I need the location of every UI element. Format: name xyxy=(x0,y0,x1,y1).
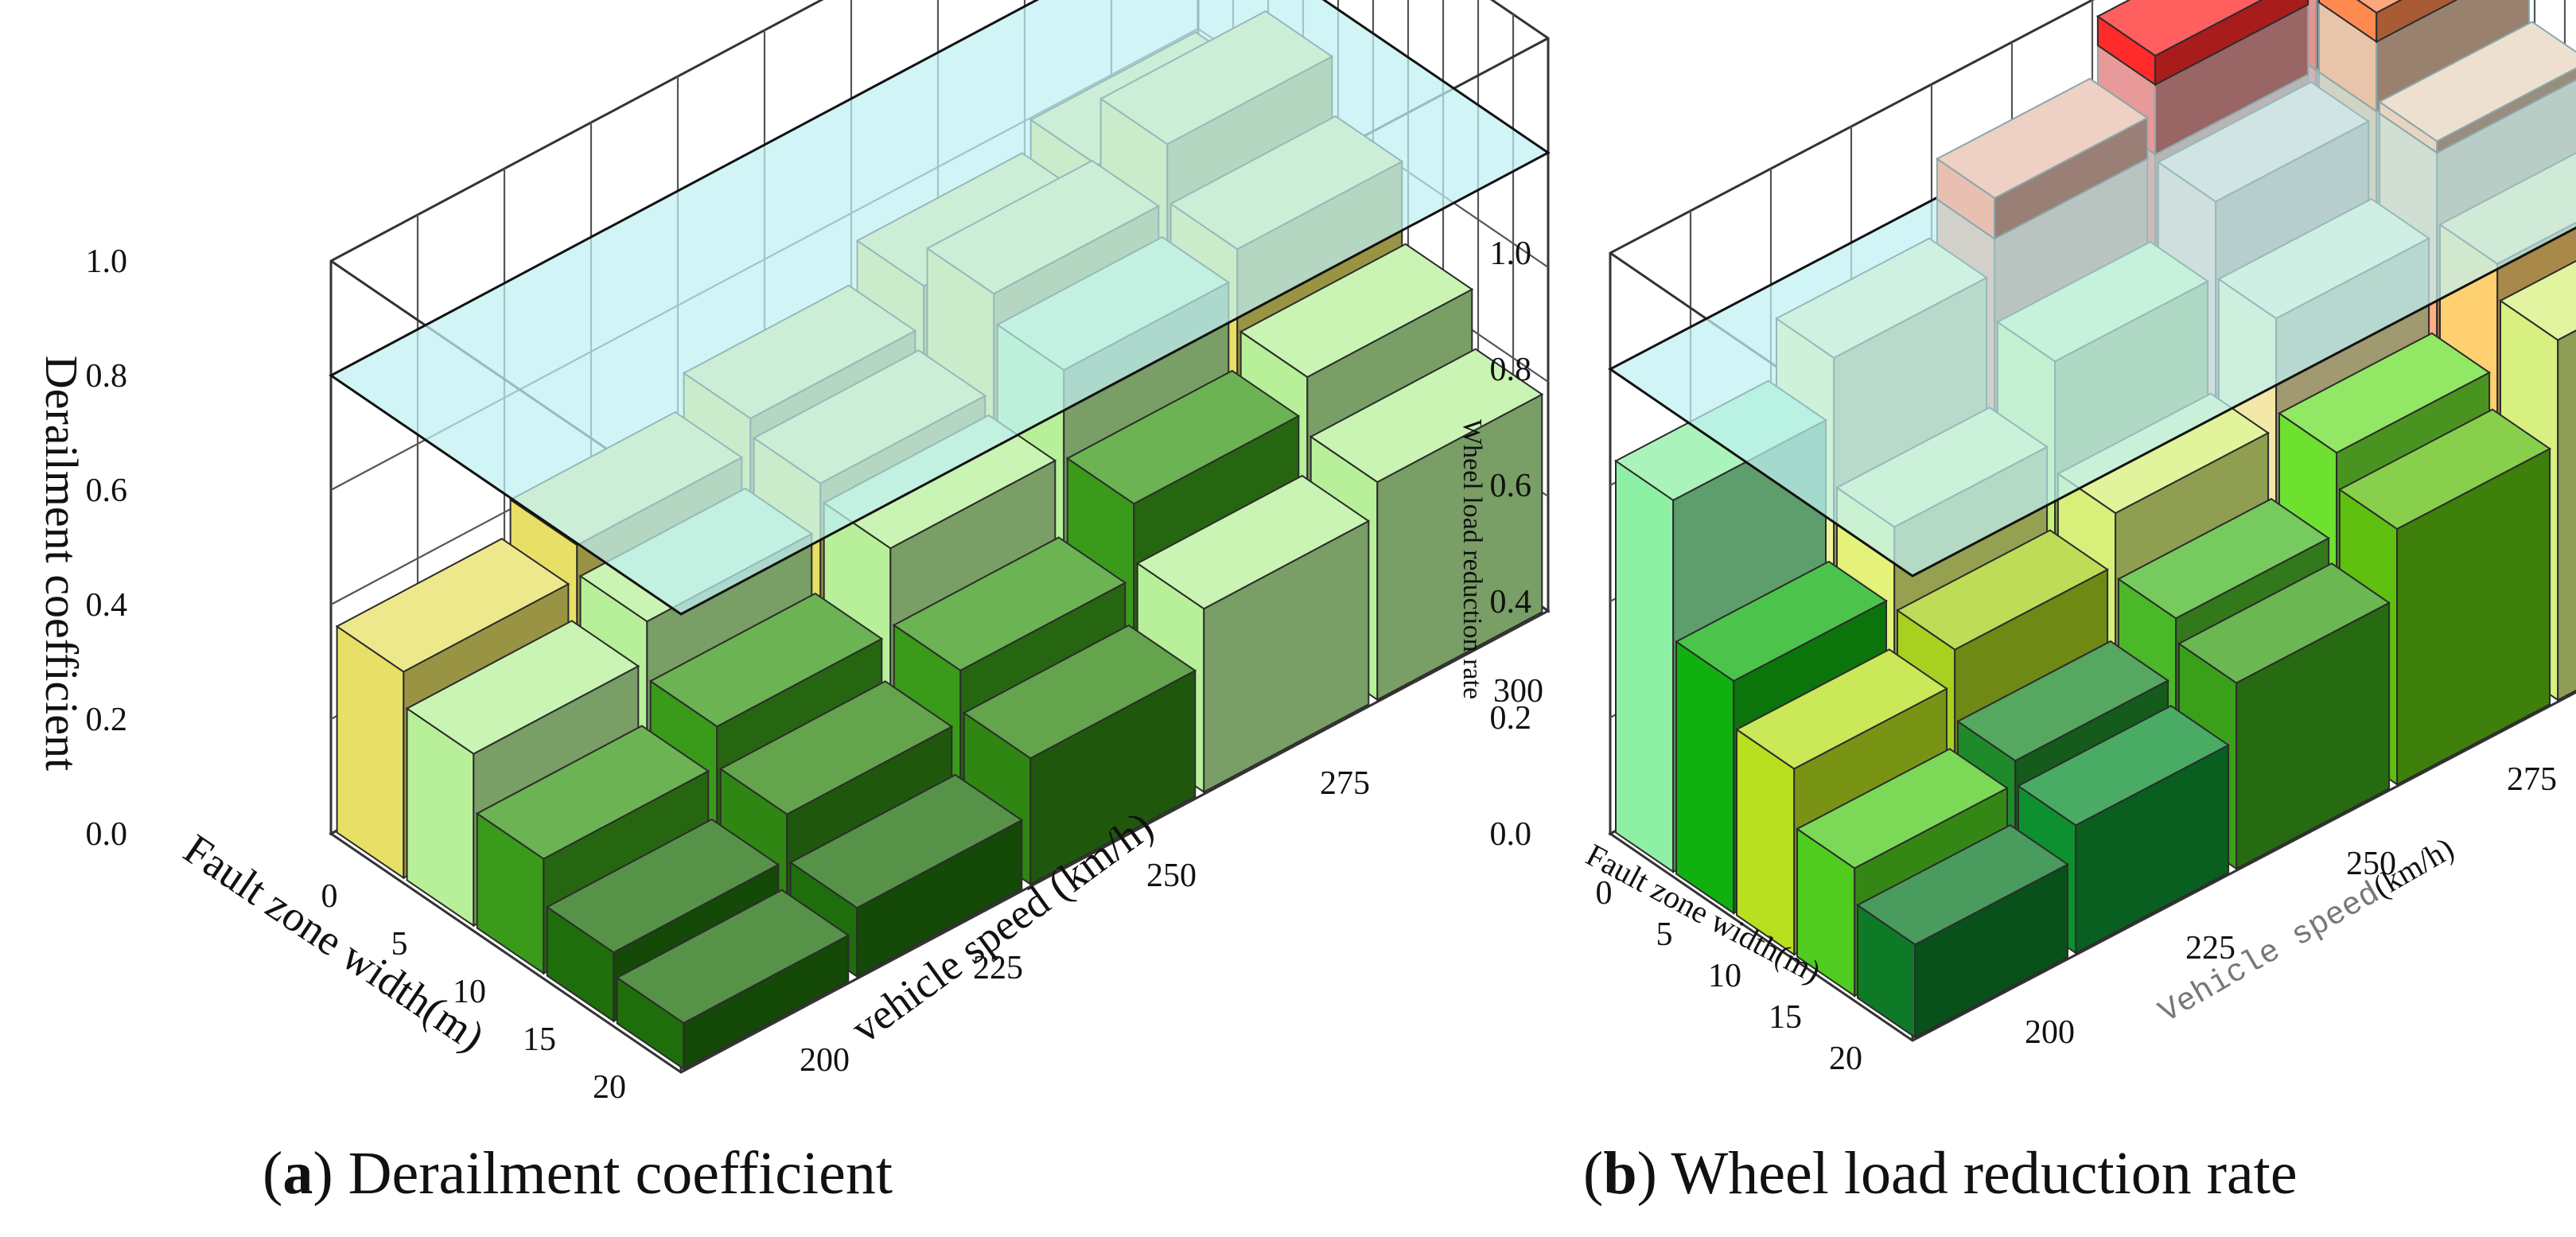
x-tick-label: 15 xyxy=(523,1021,556,1058)
x-tick-label: 20 xyxy=(593,1069,626,1106)
y-tick-label: 250 xyxy=(2346,846,2396,882)
bar-face-top xyxy=(1956,640,2170,762)
x-tick-label: 20 xyxy=(1829,1041,1862,1077)
y-tick-label: 250 xyxy=(1146,858,1197,894)
z-tick-label: 0.4 xyxy=(86,587,128,624)
x-tick-label: 15 xyxy=(1769,999,1802,1036)
bar-face-top xyxy=(788,773,1024,909)
x-tick-label: 5 xyxy=(391,926,408,963)
y-tick-label: 200 xyxy=(2025,1014,2075,1051)
panel-a-chart: 0.0 0.2 0.4 0.6 0.8 1.0 0 5 10 15 20 200 225 250 275 30… xyxy=(36,0,1551,1207)
bar-face-top xyxy=(2356,0,2403,14)
bar-face-top xyxy=(1935,77,2150,200)
bar-face-top xyxy=(648,592,884,728)
bars-above-threshold xyxy=(1935,0,2576,240)
y-tick-label: 300 xyxy=(1493,673,1543,710)
bar-face-side xyxy=(2557,329,2576,702)
z-tick-label: 0.4 xyxy=(1490,584,1532,620)
bar-face-top xyxy=(2337,408,2552,531)
bar-face-side xyxy=(2154,0,2309,87)
bar-top-segment xyxy=(2378,21,2576,154)
bar-top-segment xyxy=(1935,77,2150,240)
bar-face-top xyxy=(1856,824,2069,946)
bar-face-top xyxy=(1735,648,1948,770)
bar-face-top xyxy=(1239,243,1474,379)
bar-face-top xyxy=(2277,332,2492,454)
z-axis-label: Wheel load reduction rate xyxy=(1457,419,1487,699)
bar-face-top xyxy=(615,889,850,1025)
bar-face-top xyxy=(1896,529,2110,651)
y-tick-label: 200 xyxy=(800,1042,850,1079)
bar-face-top xyxy=(962,624,1197,760)
bar-cap xyxy=(2095,0,2309,87)
bar-face-front xyxy=(1615,459,1675,873)
bar-face-top xyxy=(1675,560,1888,683)
bar-face-top xyxy=(2499,260,2576,341)
bar-face-top xyxy=(1796,748,2009,869)
bar xyxy=(615,889,850,1071)
z-tick-label: 1.0 xyxy=(1490,235,1532,272)
bar-face-side xyxy=(2436,67,2576,154)
x-tick-label: 0 xyxy=(1596,875,1613,912)
bar-face-top xyxy=(2017,705,2231,827)
bar-face-top xyxy=(1309,348,1544,484)
x-tick-label: 10 xyxy=(1708,958,1741,994)
threshold-plane xyxy=(329,0,1551,616)
bar-face-top xyxy=(475,725,710,860)
x-tick-label: 5 xyxy=(1656,916,1673,953)
bar-face-top xyxy=(2378,21,2576,142)
bar xyxy=(1856,824,2069,1039)
panel-b-chart: 0.0 0.2 0.4 0.6 0.8 1.0 0 5 10 15 20 200 225 250 275 30… xyxy=(1457,0,2576,1207)
z-tick-label: 0.8 xyxy=(1490,352,1532,388)
y-tick-label: 225 xyxy=(2185,930,2236,967)
z-tick-label: 0.0 xyxy=(86,816,128,853)
caption: (b) Wheel load reduction rate xyxy=(1583,1140,2298,1207)
bar-face-top xyxy=(1135,474,1371,610)
bar-face-top xyxy=(2177,562,2391,684)
bar-face-side xyxy=(2376,0,2458,44)
z-tick-label: 0.8 xyxy=(86,358,128,395)
bar-face-top xyxy=(2116,497,2331,620)
bar-face-top xyxy=(892,536,1127,671)
x-tick-label: 10 xyxy=(453,974,486,1010)
bar-cap xyxy=(2318,0,2458,44)
z-axis-label: Derailment coefficient xyxy=(36,356,88,771)
caption: (a) Derailment coefficient xyxy=(263,1140,893,1207)
z-tick-label: 0.6 xyxy=(1490,468,1532,504)
bar-face-top xyxy=(718,680,954,815)
x-tick-label: 0 xyxy=(321,878,338,915)
bar-face-top xyxy=(545,818,780,954)
y-tick-label: 275 xyxy=(1320,765,1370,802)
z-tick-label: 0.2 xyxy=(86,702,128,738)
bar-face-top xyxy=(335,538,570,673)
bar-face-top xyxy=(2095,0,2263,57)
bar-face-top xyxy=(405,620,640,755)
z-tick-label: 0.6 xyxy=(86,473,128,509)
y-tick-label: 225 xyxy=(973,950,1023,986)
z-tick-label: 0.2 xyxy=(1490,700,1532,737)
bar-face-front xyxy=(1675,640,1735,915)
z-tick-label: 1.0 xyxy=(86,243,128,280)
y-tick-label: 275 xyxy=(2507,761,2557,798)
z-tick-label: 0.0 xyxy=(1490,816,1532,853)
bar-face-top xyxy=(1065,369,1301,505)
